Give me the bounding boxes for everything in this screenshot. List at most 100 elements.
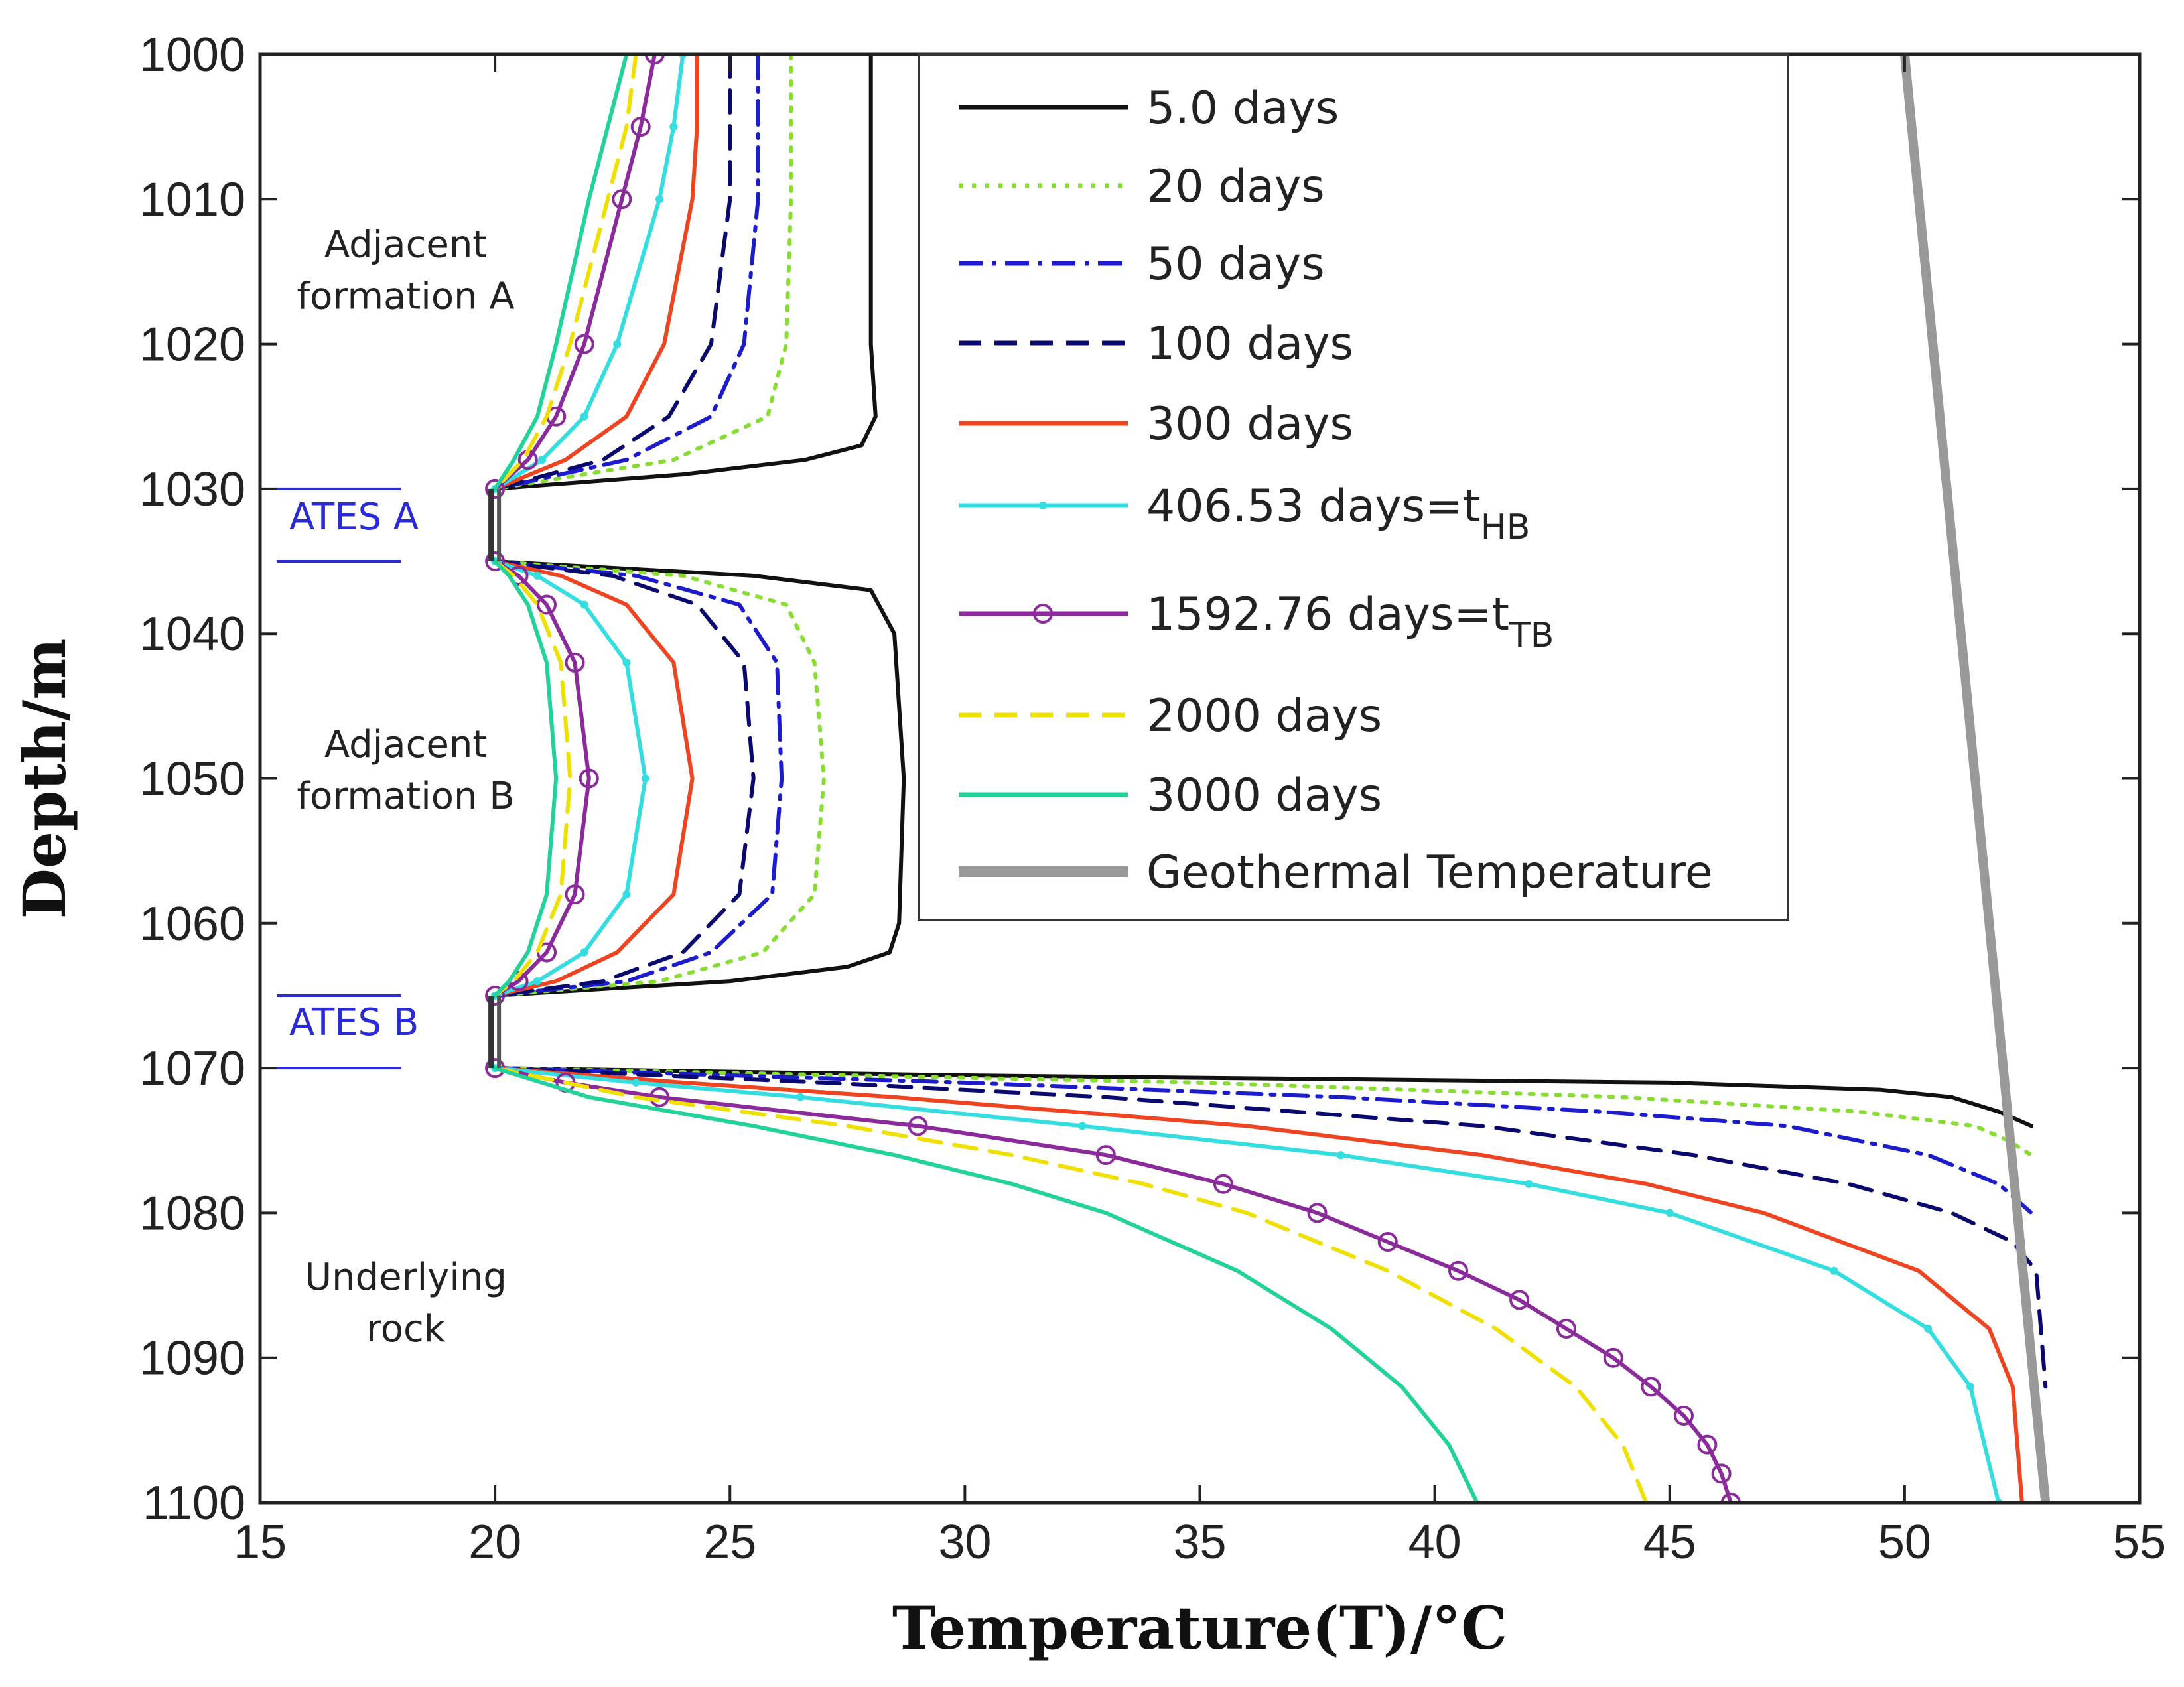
series-8 — [493, 54, 1479, 1503]
series-2 — [493, 54, 2034, 1215]
axes-layer: 15 20 25 30 35 40 45 50 55 1000 1010 1020 1030 1040 10… — [139, 29, 2166, 1569]
legend-label-main: 1592.76 days=t — [1146, 588, 1509, 641]
series-line — [493, 54, 638, 491]
legend-label-main: 406.53 days=t — [1146, 480, 1481, 533]
series-marker — [622, 658, 631, 667]
legend-label: 406.53 days=tHB — [1146, 480, 1530, 547]
y-tick-label: 1020 — [139, 318, 245, 371]
x-tick-label: 25 — [703, 1516, 756, 1569]
annotations-layer: Adjacent formation A Adjacent formation B Un… — [277, 224, 515, 1351]
x-tick-label: 50 — [1878, 1516, 1931, 1569]
plot-area — [485, 54, 2051, 1503]
legend-label-main: 300 days — [1146, 398, 1353, 450]
series-line — [493, 54, 699, 491]
series-line — [493, 559, 784, 998]
series-marker — [1665, 1209, 1674, 1217]
series-marker — [1603, 1347, 1623, 1368]
series-marker — [580, 948, 588, 957]
series-line — [493, 54, 657, 491]
legend-label: 20 days — [1146, 161, 1325, 213]
legend-marker — [1039, 502, 1047, 509]
series-marker — [641, 774, 649, 783]
series-line — [493, 559, 695, 998]
series-marker — [485, 478, 506, 499]
series-7 — [493, 54, 1649, 1503]
legend-label-main: 2000 days — [1146, 690, 1382, 742]
legend-label: 300 days — [1146, 398, 1353, 450]
series-line — [493, 1066, 1649, 1503]
series-line — [493, 559, 906, 998]
y-tick-label: 1050 — [139, 753, 245, 806]
series-line — [493, 54, 793, 491]
region-label: Underlying — [305, 1256, 507, 1299]
legend-label-main: 50 days — [1146, 238, 1325, 291]
x-tick-label: 40 — [1408, 1516, 1462, 1569]
legend-label: Geothermal Temperature — [1146, 846, 1713, 899]
x-tick-label: 30 — [938, 1516, 991, 1569]
x-tick-label: 55 — [2113, 1516, 2166, 1569]
legend-label: 2000 days — [1146, 690, 1382, 742]
series-marker — [612, 189, 632, 210]
series-marker — [613, 340, 622, 348]
series-line — [493, 559, 573, 998]
series-9 — [1899, 54, 2051, 1503]
series-marker — [580, 600, 588, 609]
legend-marker — [1033, 604, 1053, 624]
series-marker — [908, 1116, 928, 1136]
y-tick-label: 1080 — [139, 1187, 245, 1240]
series-line — [493, 54, 878, 491]
x-tick-label: 20 — [468, 1516, 521, 1569]
series-marker — [485, 985, 506, 1006]
legend-label-main: Geothermal Temperature — [1146, 846, 1713, 899]
legend-box — [918, 53, 1789, 921]
series-line — [493, 54, 760, 491]
series-line — [493, 559, 591, 998]
series-marker — [533, 571, 541, 580]
series-marker — [1448, 1260, 1469, 1281]
series-line — [493, 54, 629, 491]
series-marker — [574, 334, 594, 354]
series-marker — [622, 890, 631, 899]
series-marker — [1720, 1493, 1741, 1503]
series-layer — [485, 54, 2051, 1503]
series-marker — [1966, 1383, 1975, 1391]
series-marker — [579, 768, 599, 789]
series-marker — [1641, 1377, 1661, 1397]
legend-label: 100 days — [1146, 318, 1353, 370]
series-marker — [1307, 1203, 1328, 1223]
region-label: Adjacent — [324, 723, 487, 766]
legend-label: 50 days — [1146, 238, 1325, 291]
series-marker — [1556, 1319, 1576, 1339]
series-marker — [1509, 1290, 1530, 1310]
region-label: formation A — [297, 275, 514, 318]
legend-label: 3000 days — [1146, 770, 1382, 822]
ates-label: ATES A — [289, 496, 419, 539]
y-tick-label: 1010 — [139, 173, 245, 226]
series-line — [493, 1066, 1479, 1503]
y-axis-title: Depth/m — [10, 638, 79, 919]
series-marker — [580, 412, 588, 421]
series-line — [493, 559, 826, 998]
series-marker — [1377, 1232, 1398, 1252]
series-line — [493, 1066, 1733, 1503]
region-label: rock — [366, 1308, 446, 1351]
y-tick-label: 1090 — [139, 1332, 245, 1385]
series-marker — [655, 195, 664, 204]
series-marker — [1095, 1145, 1116, 1166]
x-tick-label: 15 — [234, 1516, 287, 1569]
series-5 — [491, 54, 2003, 1503]
x-tick-label: 45 — [1643, 1516, 1696, 1569]
series-marker — [630, 117, 651, 137]
series-marker — [537, 594, 557, 615]
series-0 — [493, 54, 2034, 1128]
series-marker — [1336, 1151, 1345, 1160]
x-axis-title: Temperature(T)/°C — [892, 1593, 1507, 1662]
series-marker — [649, 1087, 670, 1107]
ates-label: ATES B — [289, 1001, 419, 1044]
y-tick-label: 1060 — [139, 898, 245, 951]
series-6 — [485, 54, 1741, 1503]
y-tick-label: 1030 — [139, 463, 245, 516]
legend-label-subscript: TB — [1509, 616, 1554, 655]
series-marker — [1711, 1463, 1732, 1484]
legend: 5.0 days 20 days 50 days 100 days 300 days 40… — [918, 53, 1789, 921]
